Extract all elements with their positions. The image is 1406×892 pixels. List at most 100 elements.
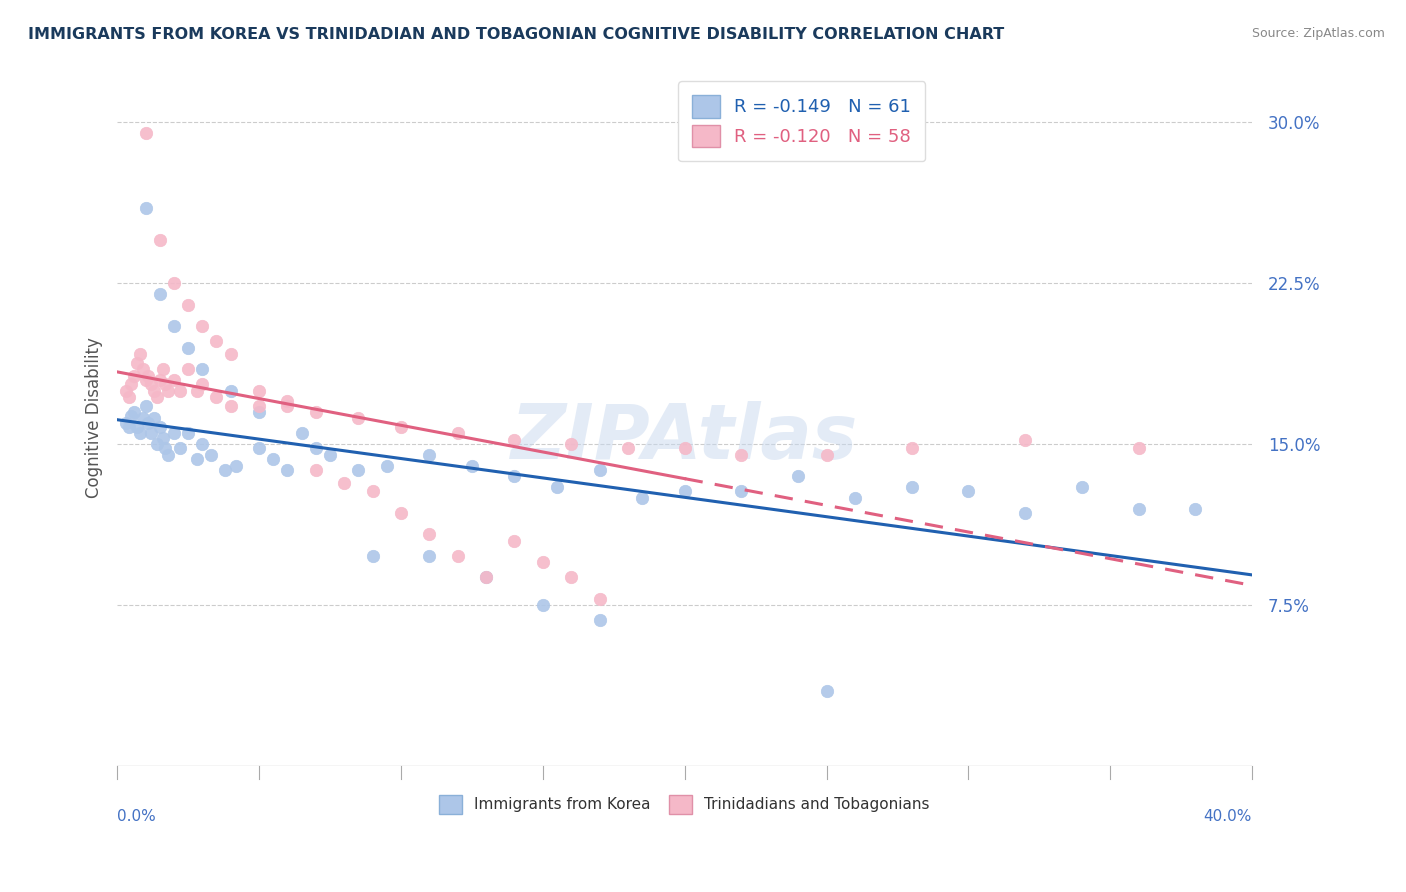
Point [141, 377, 163, 392]
Point [787, 469, 810, 483]
Point [389, 420, 412, 434]
Point [200, 448, 222, 462]
Point [531, 555, 554, 569]
Point [135, 201, 157, 215]
Point [461, 458, 484, 473]
Point [135, 126, 157, 140]
Point [588, 613, 610, 627]
Point [730, 448, 752, 462]
Point [531, 598, 554, 612]
Point [447, 426, 470, 441]
Point [120, 409, 142, 424]
Point [418, 527, 440, 541]
Point [149, 420, 172, 434]
Point [128, 426, 150, 441]
Text: ZIPAtlas: ZIPAtlas [510, 401, 858, 475]
Point [1014, 506, 1036, 520]
Point [138, 416, 160, 430]
Point [157, 384, 180, 398]
Point [163, 276, 186, 290]
Point [163, 426, 186, 441]
Point [361, 484, 384, 499]
Point [177, 298, 200, 312]
Legend: Immigrants from Korea, Trinidadians and Tobagonians: Immigrants from Korea, Trinidadians and … [432, 788, 938, 822]
Point [447, 549, 470, 563]
Point [177, 341, 200, 355]
Point [673, 442, 696, 456]
Point [617, 442, 640, 456]
Point [1128, 501, 1150, 516]
Point [191, 377, 214, 392]
Point [503, 533, 526, 548]
Point [219, 399, 242, 413]
Point [191, 437, 214, 451]
Point [205, 390, 228, 404]
Point [138, 368, 160, 383]
Point [117, 420, 139, 434]
Point [247, 405, 270, 419]
Point [163, 373, 186, 387]
Point [191, 362, 214, 376]
Point [1014, 433, 1036, 447]
Point [900, 442, 922, 456]
Point [844, 491, 866, 505]
Point [117, 390, 139, 404]
Point [114, 416, 136, 430]
Point [135, 399, 157, 413]
Point [132, 411, 155, 425]
Point [247, 399, 270, 413]
Point [219, 347, 242, 361]
Point [305, 463, 328, 477]
Point [347, 463, 370, 477]
Point [143, 411, 166, 425]
Point [135, 373, 157, 387]
Point [152, 431, 174, 445]
Point [375, 458, 398, 473]
Point [225, 458, 247, 473]
Point [957, 484, 980, 499]
Point [120, 377, 142, 392]
Point [815, 684, 838, 698]
Point [730, 484, 752, 499]
Point [149, 233, 172, 247]
Point [152, 362, 174, 376]
Point [169, 384, 191, 398]
Point [169, 442, 191, 456]
Point [191, 319, 214, 334]
Point [146, 390, 169, 404]
Point [319, 448, 342, 462]
Point [347, 411, 370, 425]
Point [305, 405, 328, 419]
Point [155, 442, 177, 456]
Point [291, 426, 314, 441]
Point [503, 433, 526, 447]
Point [631, 491, 654, 505]
Point [1070, 480, 1092, 494]
Point [503, 469, 526, 483]
Point [122, 368, 145, 383]
Point [114, 384, 136, 398]
Point [475, 570, 498, 584]
Point [155, 377, 177, 392]
Point [132, 362, 155, 376]
Point [125, 356, 148, 370]
Point [163, 319, 186, 334]
Point [205, 334, 228, 348]
Y-axis label: Cognitive Disability: Cognitive Disability [86, 337, 103, 498]
Point [361, 549, 384, 563]
Text: IMMIGRANTS FROM KOREA VS TRINIDADIAN AND TOBAGONIAN COGNITIVE DISABILITY CORRELA: IMMIGRANTS FROM KOREA VS TRINIDADIAN AND… [28, 27, 1004, 42]
Point [276, 463, 298, 477]
Point [560, 570, 582, 584]
Point [128, 347, 150, 361]
Point [588, 463, 610, 477]
Point [177, 362, 200, 376]
Point [262, 452, 284, 467]
Point [900, 480, 922, 494]
Point [143, 384, 166, 398]
Point [219, 384, 242, 398]
Point [146, 437, 169, 451]
Point [177, 426, 200, 441]
Point [186, 384, 208, 398]
Point [333, 475, 356, 490]
Point [247, 384, 270, 398]
